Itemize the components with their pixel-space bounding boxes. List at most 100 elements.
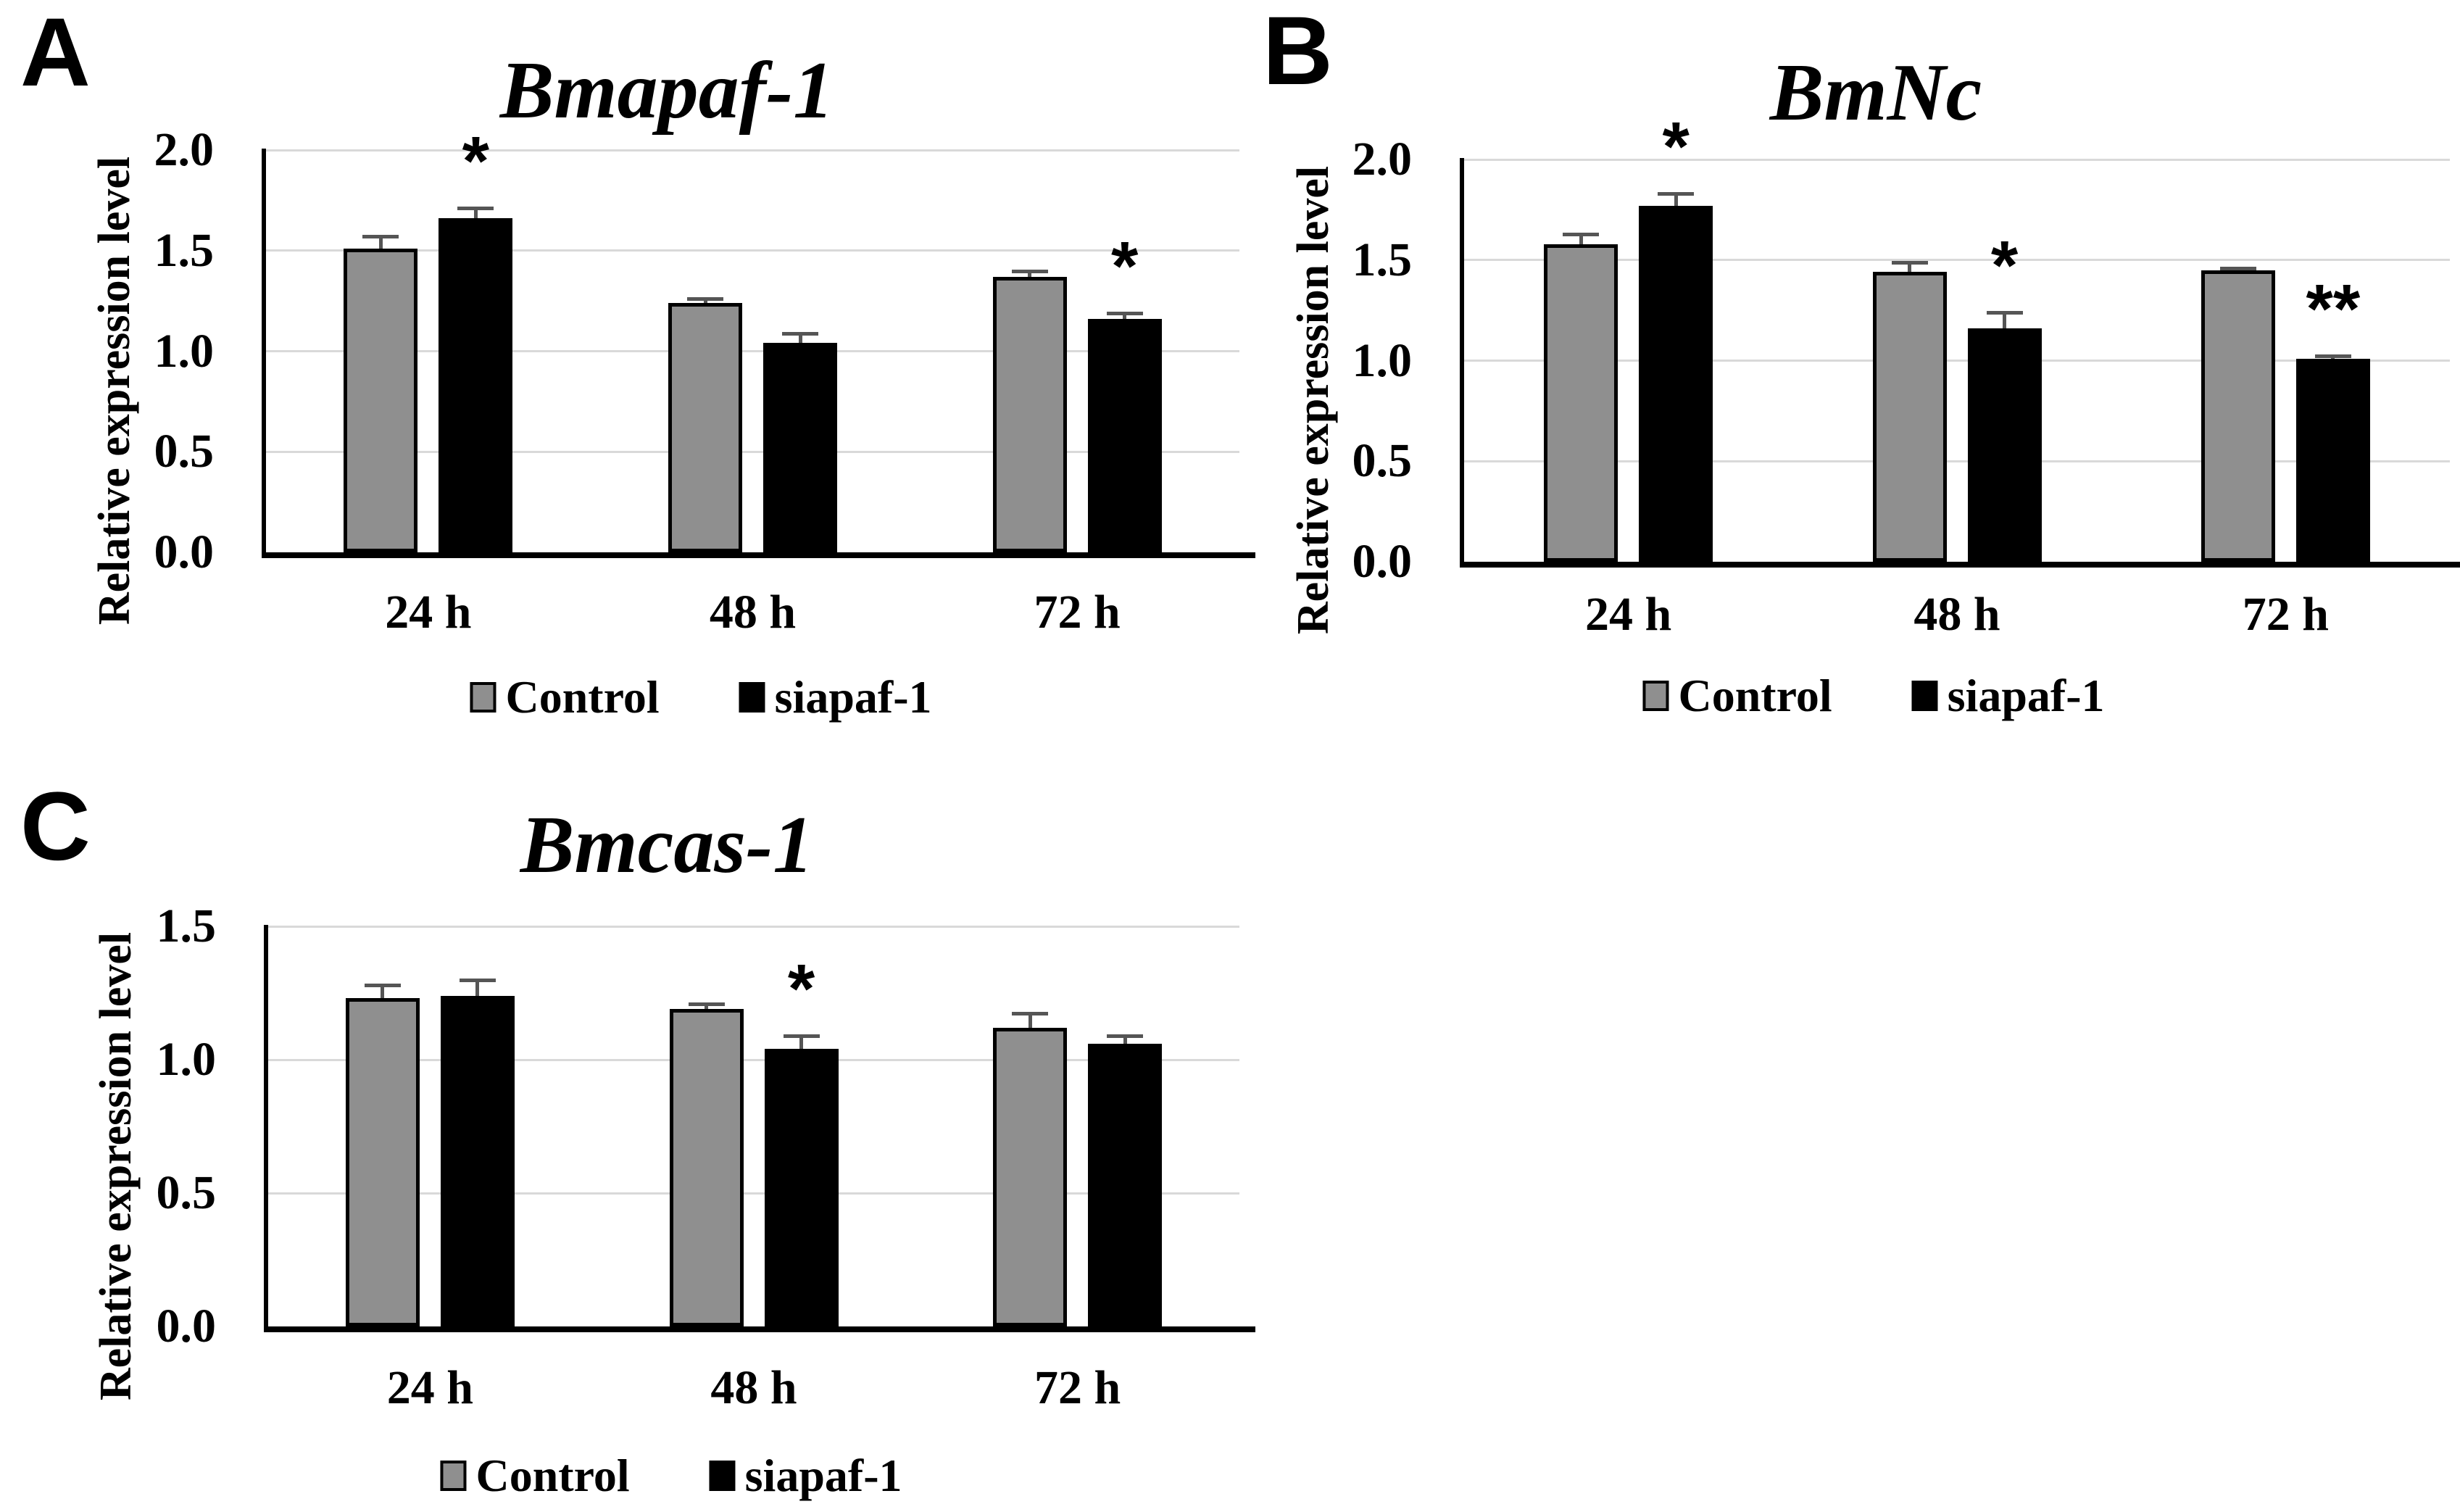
legend-item-siapaf-1: siapaf-1 — [709, 1450, 902, 1501]
control-swatch-icon — [470, 682, 496, 713]
x-tick-label: 24 h — [1585, 588, 1672, 641]
bar-control — [1544, 244, 1618, 562]
y-tick-label: 1.5 — [154, 223, 215, 277]
y-tick-label: 1.0 — [154, 324, 215, 378]
bar-siapaf-1 — [763, 343, 837, 552]
error-bar-cap — [2219, 266, 2256, 270]
gridline — [268, 925, 1239, 928]
gridline — [1464, 460, 2450, 462]
y-tick-label: 0.5 — [156, 1166, 217, 1219]
legend: Control siapaf-1 — [1642, 670, 2105, 721]
panel-title-bmnc: BmNc — [1769, 48, 1982, 138]
bar-siapaf-1 — [1087, 319, 1162, 552]
panel-title-bmcas-1: Bmcas-1 — [520, 800, 814, 890]
error-bar-cap — [1891, 260, 1928, 265]
bar-control — [668, 302, 742, 552]
y-axis-line — [1460, 158, 1464, 563]
legend-label-siapaf-1: siapaf-1 — [1947, 670, 2105, 721]
bar-siapaf-1 — [440, 995, 515, 1326]
x-axis-line — [264, 1326, 1255, 1332]
error-bar-cap — [1563, 232, 1600, 236]
bar-siapaf-1 — [2295, 358, 2370, 562]
siapaf-1-swatch-icon — [739, 682, 765, 713]
error-bar-cap — [2314, 354, 2351, 358]
gridline — [266, 450, 1239, 453]
y-tick-label: 0.0 — [154, 526, 215, 578]
error-bar-cap — [1011, 269, 1048, 273]
error-bar-line — [2003, 312, 2006, 329]
y-tick-label: 1.5 — [1352, 233, 1413, 286]
bar-control — [1872, 272, 1947, 562]
error-bar-cap — [362, 235, 399, 239]
legend-label-control: Control — [475, 1450, 630, 1501]
error-bar-cap — [687, 297, 723, 302]
bar-siapaf-1 — [764, 1049, 839, 1326]
y-tick-label: 0.5 — [1352, 434, 1413, 488]
error-bar-cap — [457, 207, 494, 211]
x-tick-label: 72 h — [1034, 1361, 1121, 1414]
error-bar-cap — [1106, 311, 1143, 315]
x-tick-label: 72 h — [1034, 586, 1121, 639]
error-bar-line — [1123, 312, 1127, 320]
error-bar-line — [1028, 1013, 1032, 1028]
error-bar-line — [799, 1035, 803, 1050]
gridline — [266, 350, 1239, 352]
gridline — [1464, 158, 2450, 161]
gridline — [268, 1058, 1239, 1061]
legend-label-siapaf-1: siapaf-1 — [774, 671, 932, 723]
gridline — [1464, 360, 2450, 362]
legend-label-control: Control — [505, 671, 660, 723]
error-bar-line — [381, 984, 385, 999]
gridline — [266, 249, 1239, 252]
bar-control — [2201, 270, 2275, 562]
bar-control — [345, 998, 420, 1326]
y-axis-line — [264, 925, 268, 1328]
gridline — [266, 149, 1239, 151]
error-bar-line — [1028, 270, 1032, 277]
siapaf-1-swatch-icon — [709, 1461, 736, 1491]
error-bar-cap — [782, 331, 818, 336]
significance-marker: ** — [2306, 270, 2361, 348]
panel-title-bmapaf-1: Bmapaf-1 — [499, 46, 834, 136]
panel-letter-a: A — [20, 0, 91, 107]
siapaf-1-swatch-icon — [1911, 681, 1938, 711]
gridline — [268, 1192, 1239, 1195]
control-swatch-icon — [440, 1461, 467, 1491]
panel-letter-b: B — [1263, 0, 1333, 105]
error-bar-cap — [1986, 310, 2023, 315]
significance-marker: * — [787, 950, 815, 1028]
error-bar-line — [378, 236, 383, 249]
significance-marker: * — [1662, 108, 1690, 186]
error-bar-line — [1674, 194, 1678, 206]
x-axis-line — [1460, 562, 2460, 568]
y-axis-line — [262, 149, 266, 554]
error-bar-line — [1908, 262, 1911, 273]
y-tick-label: 2.0 — [1352, 133, 1413, 186]
x-tick-label: 48 h — [1913, 588, 2000, 641]
x-tick-label: 72 h — [2242, 588, 2329, 641]
bar-control — [993, 1027, 1068, 1326]
y-tick-label: 1.0 — [156, 1033, 217, 1086]
x-tick-label: 24 h — [385, 586, 472, 639]
x-tick-label: 48 h — [710, 1361, 797, 1414]
error-bar-cap — [688, 1002, 725, 1006]
y-tick-label: 2.0 — [154, 123, 215, 176]
bar-control — [344, 248, 418, 552]
error-bar-cap — [364, 983, 401, 987]
error-bar-line — [798, 333, 802, 344]
significance-marker: * — [462, 122, 490, 201]
error-bar-line — [475, 979, 480, 996]
y-tick-label: 1.0 — [1352, 333, 1413, 387]
y-tick-label: 0.0 — [1352, 535, 1413, 588]
legend-item-control: Control — [470, 671, 660, 723]
x-axis-line — [262, 552, 1255, 558]
error-bar-line — [705, 1003, 708, 1010]
legend-label-siapaf-1: siapaf-1 — [744, 1450, 902, 1501]
legend: Control siapaf-1 — [440, 1453, 902, 1499]
error-bar-cap — [1658, 192, 1695, 196]
bar-siapaf-1 — [439, 218, 513, 552]
bar-control — [669, 1009, 744, 1326]
bar-control — [992, 276, 1067, 552]
y-tick-label: 0.0 — [156, 1300, 217, 1353]
